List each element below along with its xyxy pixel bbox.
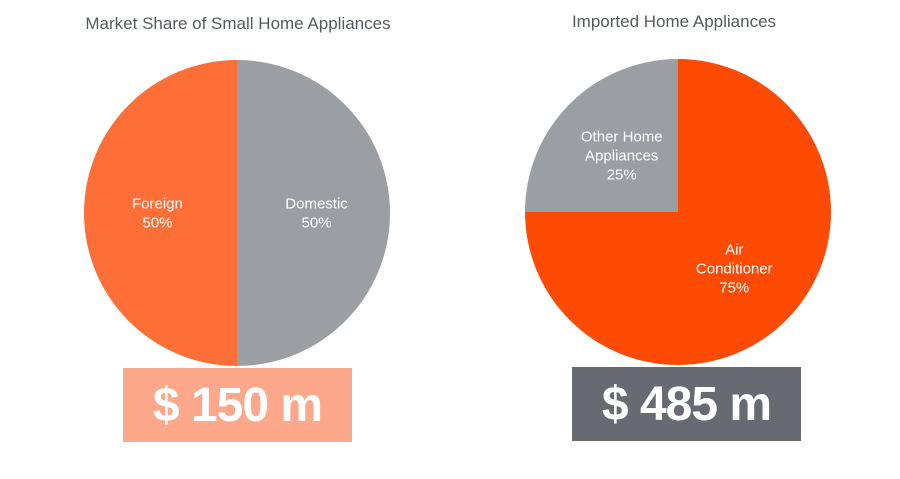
slice-name-label: Domestic — [285, 196, 348, 213]
slice-percent-label: 50% — [302, 215, 332, 232]
slice-name-label: Foreign — [132, 196, 183, 213]
pie-slice-market-share-1 — [84, 60, 237, 366]
pie-label-market-share-1: Foreign 50% — [132, 196, 183, 232]
slice-percent-label: 25% — [607, 167, 637, 184]
slice-name-label: Conditioner — [696, 260, 773, 277]
slice-name-label: Air — [725, 241, 743, 258]
slice-name-label: Other Home — [581, 129, 663, 146]
chart-title-market-share: Market Share of Small Home Appliances — [85, 14, 391, 33]
pie-slice-market-share-0 — [237, 60, 390, 366]
slice-percent-label: 75% — [719, 279, 749, 296]
pie-label-market-share-0: Domestic 50% — [285, 196, 348, 232]
pie-slice-imported-1 — [525, 59, 678, 212]
pie-label-imported-0: Air Conditioner 75% — [696, 241, 773, 296]
total-badge-market-share: $ 150 m — [123, 368, 352, 442]
slice-name-label: Appliances — [585, 148, 658, 165]
pie-label-imported-1: Other Home Appliances 25% — [581, 129, 663, 184]
total-badge-imported: $ 485 m — [572, 367, 801, 441]
slice-percent-label: 50% — [142, 215, 172, 232]
chart-title-imported: Imported Home Appliances — [571, 12, 777, 31]
